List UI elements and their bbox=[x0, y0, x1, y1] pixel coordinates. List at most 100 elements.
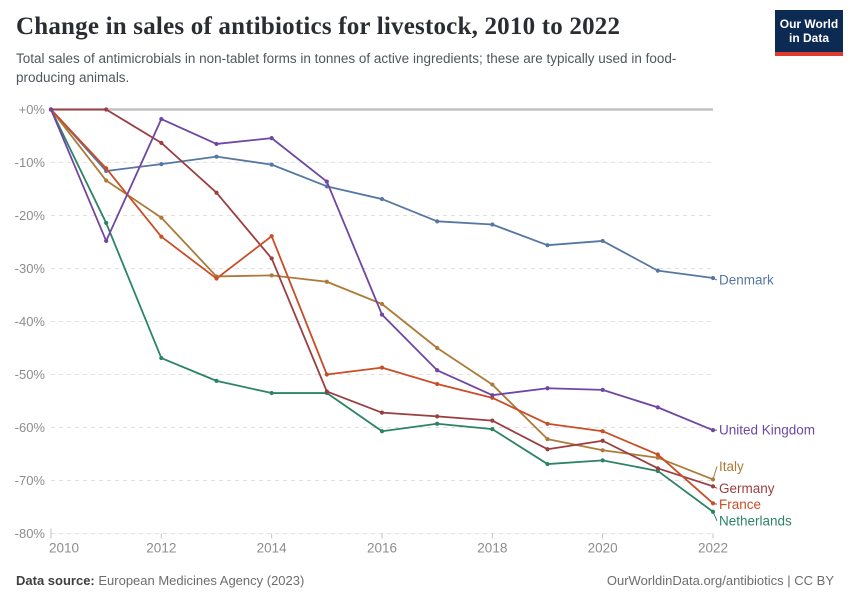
y-tick-label: -30% bbox=[15, 261, 46, 276]
data-point-france-2017[interactable] bbox=[435, 381, 440, 387]
data-point-italy-2017[interactable] bbox=[435, 345, 440, 351]
data-point-france-2016[interactable] bbox=[379, 365, 385, 370]
series-line-netherlands[interactable]: Netherlands bbox=[48, 107, 792, 528]
data-point-denmark-2021[interactable] bbox=[655, 268, 660, 273]
data-point-netherlands-2013[interactable] bbox=[214, 378, 219, 383]
data-point-france-2012[interactable] bbox=[159, 234, 164, 239]
data-point-italy-2019[interactable] bbox=[545, 437, 550, 442]
data-point-united-kingdom-2014[interactable] bbox=[269, 136, 274, 141]
y-tick-label: -70% bbox=[15, 473, 46, 488]
x-tick-label: 2010 bbox=[49, 541, 79, 556]
data-point-france-2013[interactable] bbox=[214, 276, 219, 281]
x-tick-label: 2022 bbox=[698, 541, 728, 556]
data-point-germany-2012[interactable] bbox=[159, 140, 164, 145]
data-point-united-kingdom-2012[interactable] bbox=[159, 116, 164, 122]
data-point-denmark-2019[interactable] bbox=[545, 243, 550, 248]
data-point-italy-2011[interactable] bbox=[104, 178, 109, 183]
data-point-united-kingdom-2017[interactable] bbox=[435, 368, 440, 373]
data-source: Data source: European Medicines Agency (… bbox=[16, 573, 304, 588]
data-point-germany-2021[interactable] bbox=[655, 466, 660, 471]
y-tick-label: -50% bbox=[15, 367, 46, 382]
data-point-germany-2017[interactable] bbox=[435, 414, 440, 419]
data-point-united-kingdom-2021[interactable] bbox=[655, 405, 660, 410]
data-source-value: European Medicines Agency (2023) bbox=[94, 573, 305, 588]
data-point-denmark-2016[interactable] bbox=[379, 196, 385, 202]
series-line-france[interactable]: France bbox=[48, 107, 761, 512]
x-tick-label: 2020 bbox=[588, 541, 618, 556]
data-point-italy-2012[interactable] bbox=[159, 215, 164, 220]
data-point-italy-2020[interactable] bbox=[600, 448, 605, 453]
data-point-denmark-2017[interactable] bbox=[435, 219, 440, 224]
series-line-united-kingdom[interactable]: United Kingdom bbox=[48, 107, 815, 438]
data-point-germany-2016[interactable] bbox=[379, 410, 385, 415]
data-point-germany-2014[interactable] bbox=[269, 256, 274, 261]
series-label-united-kingdom[interactable]: United Kingdom bbox=[719, 423, 815, 438]
series-line-italy[interactable]: Italy bbox=[48, 107, 744, 482]
data-point-netherlands-2014[interactable] bbox=[269, 390, 274, 396]
footer-license-link[interactable]: OurWorldinData.org/antibiotics | CC BY bbox=[606, 573, 834, 588]
owid-logo-line2: in Data bbox=[788, 31, 829, 45]
data-point-italy-2014[interactable] bbox=[269, 273, 274, 278]
data-point-united-kingdom-2016[interactable] bbox=[379, 312, 385, 317]
y-tick-label: -40% bbox=[15, 314, 46, 329]
series-label-italy[interactable]: Italy bbox=[719, 459, 744, 474]
x-axis: 2010 2012 2014 2016 2018 2020 2022 bbox=[49, 528, 728, 556]
data-point-united-kingdom-2018[interactable] bbox=[490, 393, 495, 398]
data-point-france-2020[interactable] bbox=[600, 429, 605, 434]
data-point-france-2014[interactable] bbox=[269, 234, 274, 239]
y-tick-label: -20% bbox=[15, 208, 46, 223]
data-point-italy-2021[interactable] bbox=[655, 455, 660, 460]
data-point-italy-2018[interactable] bbox=[490, 382, 495, 387]
data-point-united-kingdom-2013[interactable] bbox=[214, 141, 219, 147]
data-point-germany-2020[interactable] bbox=[600, 438, 605, 443]
data-point-united-kingdom-2010[interactable] bbox=[48, 107, 54, 112]
data-point-denmark-2013[interactable] bbox=[214, 154, 219, 159]
data-point-netherlands-2019[interactable] bbox=[545, 461, 550, 467]
data-point-italy-2016[interactable] bbox=[379, 301, 385, 307]
y-tick-label: +0% bbox=[19, 102, 46, 117]
data-point-germany-2011[interactable] bbox=[104, 107, 109, 112]
owid-logo[interactable]: Our World in Data bbox=[775, 10, 843, 56]
chart-footer: Data source: European Medicines Agency (… bbox=[16, 573, 834, 588]
y-tick-label: -10% bbox=[15, 155, 46, 170]
data-point-france-2011[interactable] bbox=[104, 166, 109, 171]
data-point-netherlands-2020[interactable] bbox=[600, 458, 605, 463]
chart-subtitle: Total sales of antimicrobials in non-tab… bbox=[16, 51, 677, 85]
data-point-denmark-2014[interactable] bbox=[269, 162, 274, 167]
page-title: Change in sales of antibiotics for lives… bbox=[16, 13, 621, 40]
data-point-united-kingdom-2011[interactable] bbox=[104, 238, 109, 244]
data-point-united-kingdom-2020[interactable] bbox=[600, 387, 605, 392]
y-tick-label: -80% bbox=[15, 526, 46, 541]
data-point-italy-2015[interactable] bbox=[324, 279, 329, 284]
owid-logo-line1: Our World bbox=[779, 17, 839, 31]
data-point-germany-2019[interactable] bbox=[545, 447, 550, 452]
series-label-denmark[interactable]: Denmark bbox=[719, 273, 774, 288]
series-label-germany[interactable]: Germany bbox=[719, 481, 775, 496]
data-point-netherlands-2016[interactable] bbox=[379, 429, 385, 434]
data-point-netherlands-2012[interactable] bbox=[159, 355, 164, 361]
x-tick-label: 2014 bbox=[257, 541, 288, 556]
data-point-denmark-2018[interactable] bbox=[490, 222, 495, 227]
data-point-netherlands-2018[interactable] bbox=[490, 426, 495, 432]
chart-header: Change in sales of antibiotics for lives… bbox=[16, 12, 766, 87]
data-point-france-2015[interactable] bbox=[324, 372, 329, 377]
data-point-united-kingdom-2015[interactable] bbox=[324, 179, 329, 184]
series-line-denmark[interactable]: Denmark bbox=[48, 107, 774, 288]
data-point-united-kingdom-2019[interactable] bbox=[545, 386, 550, 391]
series-label-netherlands[interactable]: Netherlands bbox=[719, 513, 792, 528]
data-point-germany-2013[interactable] bbox=[214, 190, 219, 195]
x-tick-label: 2012 bbox=[146, 541, 176, 556]
data-point-denmark-2012[interactable] bbox=[159, 161, 164, 167]
data-point-germany-2015[interactable] bbox=[324, 389, 329, 394]
data-point-denmark-2020[interactable] bbox=[600, 238, 605, 244]
data-point-netherlands-2011[interactable] bbox=[104, 220, 109, 226]
series-line-germany[interactable]: Germany bbox=[48, 107, 775, 496]
series-label-france[interactable]: France bbox=[719, 497, 761, 512]
x-tick-label: 2016 bbox=[367, 541, 397, 556]
data-point-france-2019[interactable] bbox=[545, 421, 550, 426]
data-point-germany-2018[interactable] bbox=[490, 418, 495, 423]
data-point-france-2021[interactable] bbox=[655, 452, 660, 457]
data-point-netherlands-2017[interactable] bbox=[435, 421, 440, 426]
